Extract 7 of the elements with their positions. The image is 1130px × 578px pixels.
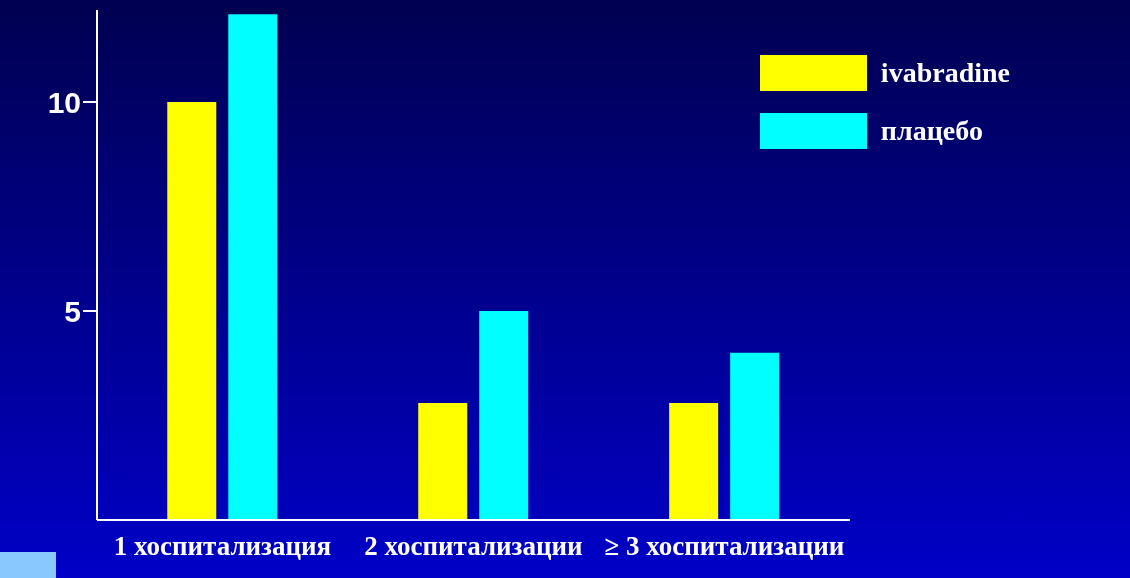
y-tick-label: 10 — [47, 85, 81, 119]
x-tick-label: ≥ 3 хоспитализации — [604, 531, 845, 562]
x-tick-label: 2 хоспитализации — [364, 531, 583, 562]
y-tick-label: 5 — [64, 294, 81, 328]
x-tick-label: 1 хоспитализация — [113, 531, 332, 562]
legend-label: ivabradine — [880, 57, 1010, 89]
legend-label: плацебо — [880, 115, 983, 147]
